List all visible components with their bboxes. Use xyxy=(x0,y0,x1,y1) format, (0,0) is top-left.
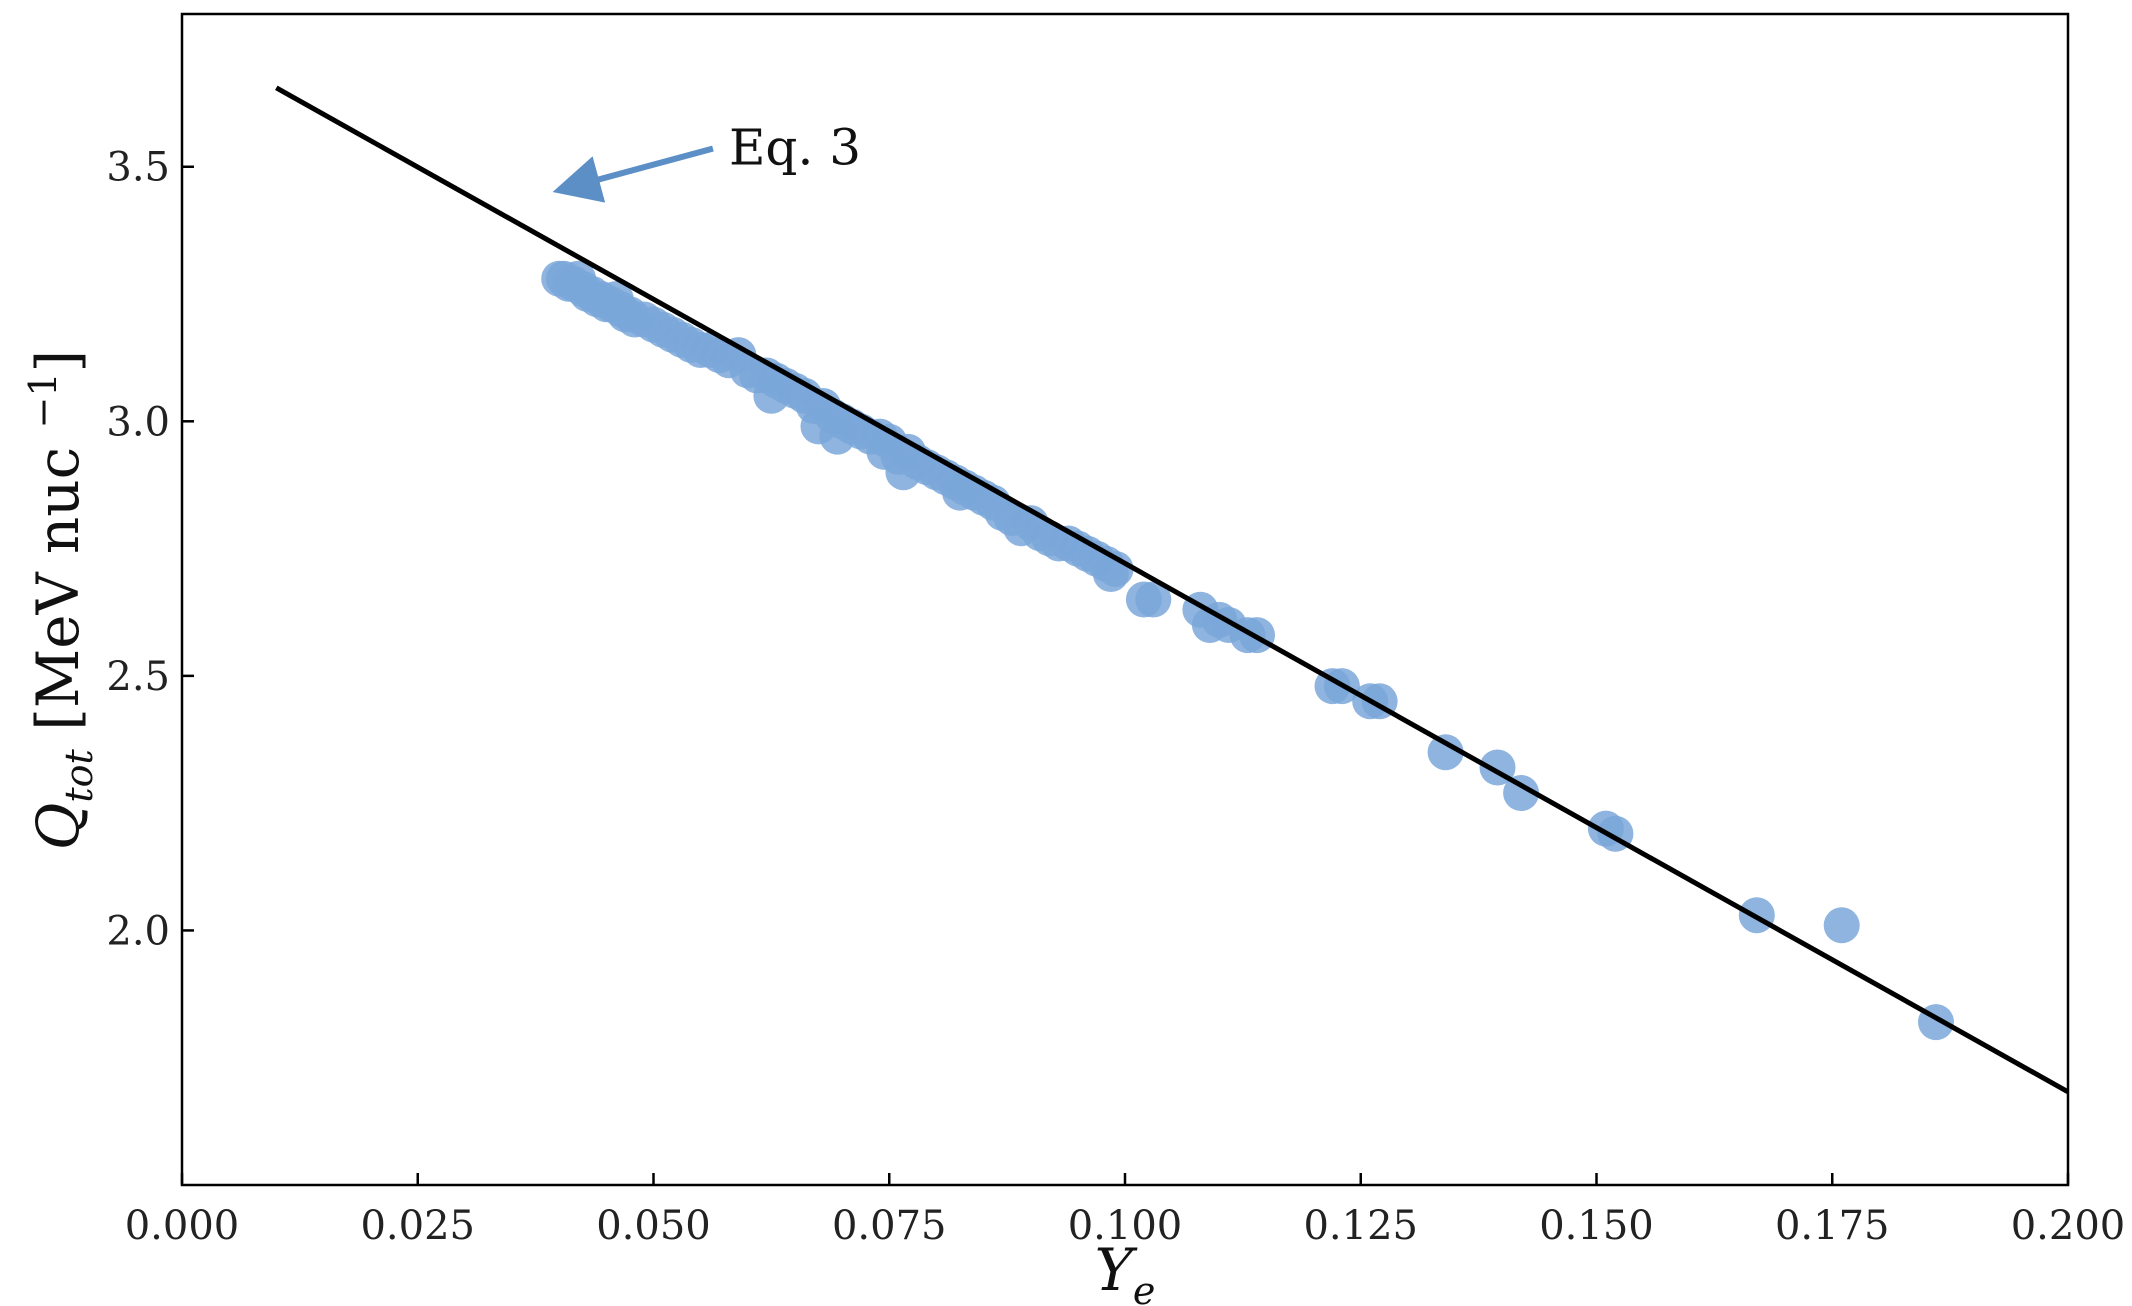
x-tick-label: 0.025 xyxy=(360,1203,475,1249)
y-tick-label: 2.0 xyxy=(106,908,170,954)
y-axis-title-subscript: tot xyxy=(57,748,101,802)
y-axis-title-close: ] xyxy=(24,350,92,373)
x-tick-label: 0.000 xyxy=(125,1203,240,1249)
y-tick-label: 3.5 xyxy=(106,145,170,191)
annotation-arrow xyxy=(552,145,714,203)
x-tick-label: 0.050 xyxy=(596,1203,711,1249)
y-axis-title: Qtot [MeV nuc −1] xyxy=(21,350,101,850)
annotation-eq3: Eq. 3 xyxy=(552,119,861,203)
x-tick-label: 0.075 xyxy=(832,1203,947,1249)
x-tick-label: 0.175 xyxy=(1775,1203,1890,1249)
y-axis-ticks: 2.0 2.5 3.0 3.5 xyxy=(106,145,194,954)
x-axis-title: Ye xyxy=(1095,1236,1156,1306)
y-axis-title-main: Q xyxy=(24,803,92,851)
x-axis-ticks: 0.000 0.025 0.050 0.075 0.100 0.125 0.150 0.175… xyxy=(125,1173,2126,1249)
fit-line-layer xyxy=(275,85,2068,1095)
scatter-point xyxy=(1135,581,1172,618)
plot-frame xyxy=(180,12,2070,1187)
scatter-point xyxy=(1427,734,1464,771)
x-tick-label: 0.100 xyxy=(1068,1203,1183,1249)
x-axis-title-main: Y xyxy=(1095,1236,1138,1304)
scatter-point xyxy=(1097,551,1134,587)
y-axis-title-superscript: −1 xyxy=(21,372,65,428)
scatter-points xyxy=(541,260,1954,1041)
x-tick-label: 0.200 xyxy=(2011,1203,2126,1249)
scatter-point xyxy=(1823,907,1860,944)
scatter-point xyxy=(1503,775,1540,811)
x-tick-label: 0.125 xyxy=(1303,1203,1418,1249)
annotation-label: Eq. 3 xyxy=(729,119,861,177)
y-tick-label: 2.5 xyxy=(106,654,170,700)
fit-line xyxy=(275,85,2068,1095)
x-tick-label: 0.150 xyxy=(1539,1203,1654,1249)
y-tick-label: 3.0 xyxy=(106,399,170,445)
y-axis-title-unit: [MeV nuc xyxy=(24,428,92,749)
x-axis-title-subscript: e xyxy=(1133,1269,1156,1306)
